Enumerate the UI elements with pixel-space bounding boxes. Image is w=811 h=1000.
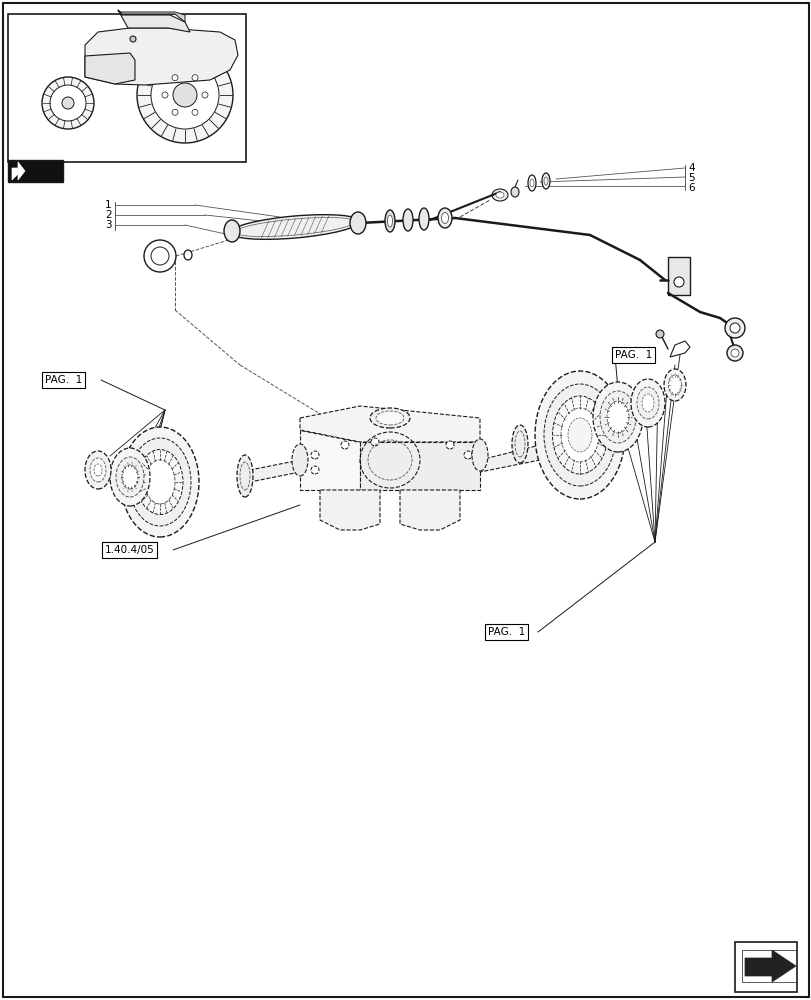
Ellipse shape [592, 382, 642, 452]
Ellipse shape [122, 465, 138, 489]
Ellipse shape [90, 458, 106, 482]
Ellipse shape [541, 173, 549, 189]
Ellipse shape [94, 464, 102, 476]
Polygon shape [479, 445, 539, 472]
Ellipse shape [551, 396, 607, 474]
Ellipse shape [402, 209, 413, 231]
Ellipse shape [418, 208, 428, 230]
Ellipse shape [510, 187, 518, 197]
Circle shape [162, 92, 168, 98]
Circle shape [137, 47, 233, 143]
Text: PAG.  1: PAG. 1 [614, 350, 651, 360]
Ellipse shape [471, 439, 487, 471]
Ellipse shape [375, 411, 404, 425]
Ellipse shape [116, 457, 144, 497]
Ellipse shape [441, 213, 448, 224]
Polygon shape [118, 10, 185, 22]
Circle shape [50, 85, 86, 121]
Ellipse shape [129, 438, 191, 526]
Polygon shape [12, 162, 25, 180]
Polygon shape [359, 442, 479, 490]
Ellipse shape [85, 451, 111, 489]
Ellipse shape [184, 250, 191, 260]
Ellipse shape [145, 460, 175, 504]
Text: PAG.  1: PAG. 1 [45, 375, 82, 385]
Circle shape [724, 318, 744, 338]
Ellipse shape [560, 408, 599, 462]
Ellipse shape [527, 175, 535, 191]
Ellipse shape [109, 448, 150, 506]
Polygon shape [240, 460, 299, 484]
Circle shape [730, 349, 738, 357]
Ellipse shape [224, 220, 240, 242]
Circle shape [144, 240, 176, 272]
Text: 6: 6 [687, 183, 693, 193]
Text: 3: 3 [105, 220, 111, 230]
Ellipse shape [137, 450, 182, 514]
Ellipse shape [370, 408, 410, 428]
Circle shape [371, 438, 379, 446]
Circle shape [445, 441, 453, 449]
Circle shape [341, 441, 349, 449]
Circle shape [655, 330, 663, 338]
Ellipse shape [230, 215, 359, 239]
Polygon shape [741, 950, 795, 982]
Bar [734, 942, 796, 992]
Circle shape [726, 345, 742, 361]
Ellipse shape [607, 401, 629, 433]
Ellipse shape [630, 379, 664, 427]
Circle shape [202, 92, 208, 98]
Ellipse shape [437, 208, 452, 228]
Circle shape [151, 61, 219, 129]
Circle shape [311, 451, 319, 459]
Ellipse shape [636, 387, 659, 419]
Circle shape [172, 75, 178, 81]
Text: PAG.  1: PAG. 1 [487, 627, 525, 637]
Circle shape [729, 323, 739, 333]
Circle shape [130, 36, 135, 42]
Circle shape [673, 277, 683, 287]
Bar [667, 257, 689, 295]
Circle shape [463, 451, 471, 459]
Ellipse shape [496, 192, 504, 198]
Text: 1.40.4/05: 1.40.4/05 [105, 545, 155, 555]
Circle shape [173, 83, 197, 107]
Ellipse shape [121, 427, 199, 537]
Ellipse shape [663, 369, 685, 401]
Text: 4: 4 [687, 163, 693, 173]
Ellipse shape [534, 371, 624, 499]
Circle shape [191, 75, 198, 81]
Ellipse shape [387, 215, 392, 227]
Text: 5: 5 [687, 173, 693, 183]
Circle shape [172, 109, 178, 115]
Ellipse shape [599, 391, 635, 443]
Polygon shape [118, 10, 190, 32]
Ellipse shape [350, 212, 366, 234]
Polygon shape [85, 28, 238, 85]
Ellipse shape [491, 189, 508, 201]
Ellipse shape [512, 425, 527, 463]
Circle shape [191, 109, 198, 115]
Polygon shape [85, 53, 135, 84]
Ellipse shape [384, 210, 394, 232]
Circle shape [311, 466, 319, 474]
Ellipse shape [568, 418, 591, 452]
Polygon shape [400, 490, 460, 530]
Polygon shape [320, 490, 380, 530]
Polygon shape [299, 406, 479, 442]
Ellipse shape [642, 394, 653, 412]
Polygon shape [744, 950, 795, 982]
Ellipse shape [237, 455, 253, 497]
Ellipse shape [543, 384, 616, 486]
Ellipse shape [292, 444, 307, 476]
Text: 1: 1 [105, 200, 111, 210]
Circle shape [151, 247, 169, 265]
Text: 2: 2 [105, 210, 111, 220]
Bar [8, 14, 246, 162]
Circle shape [42, 77, 94, 129]
Circle shape [62, 97, 74, 109]
Ellipse shape [667, 375, 680, 395]
Bar [8, 160, 63, 182]
Polygon shape [299, 430, 359, 490]
